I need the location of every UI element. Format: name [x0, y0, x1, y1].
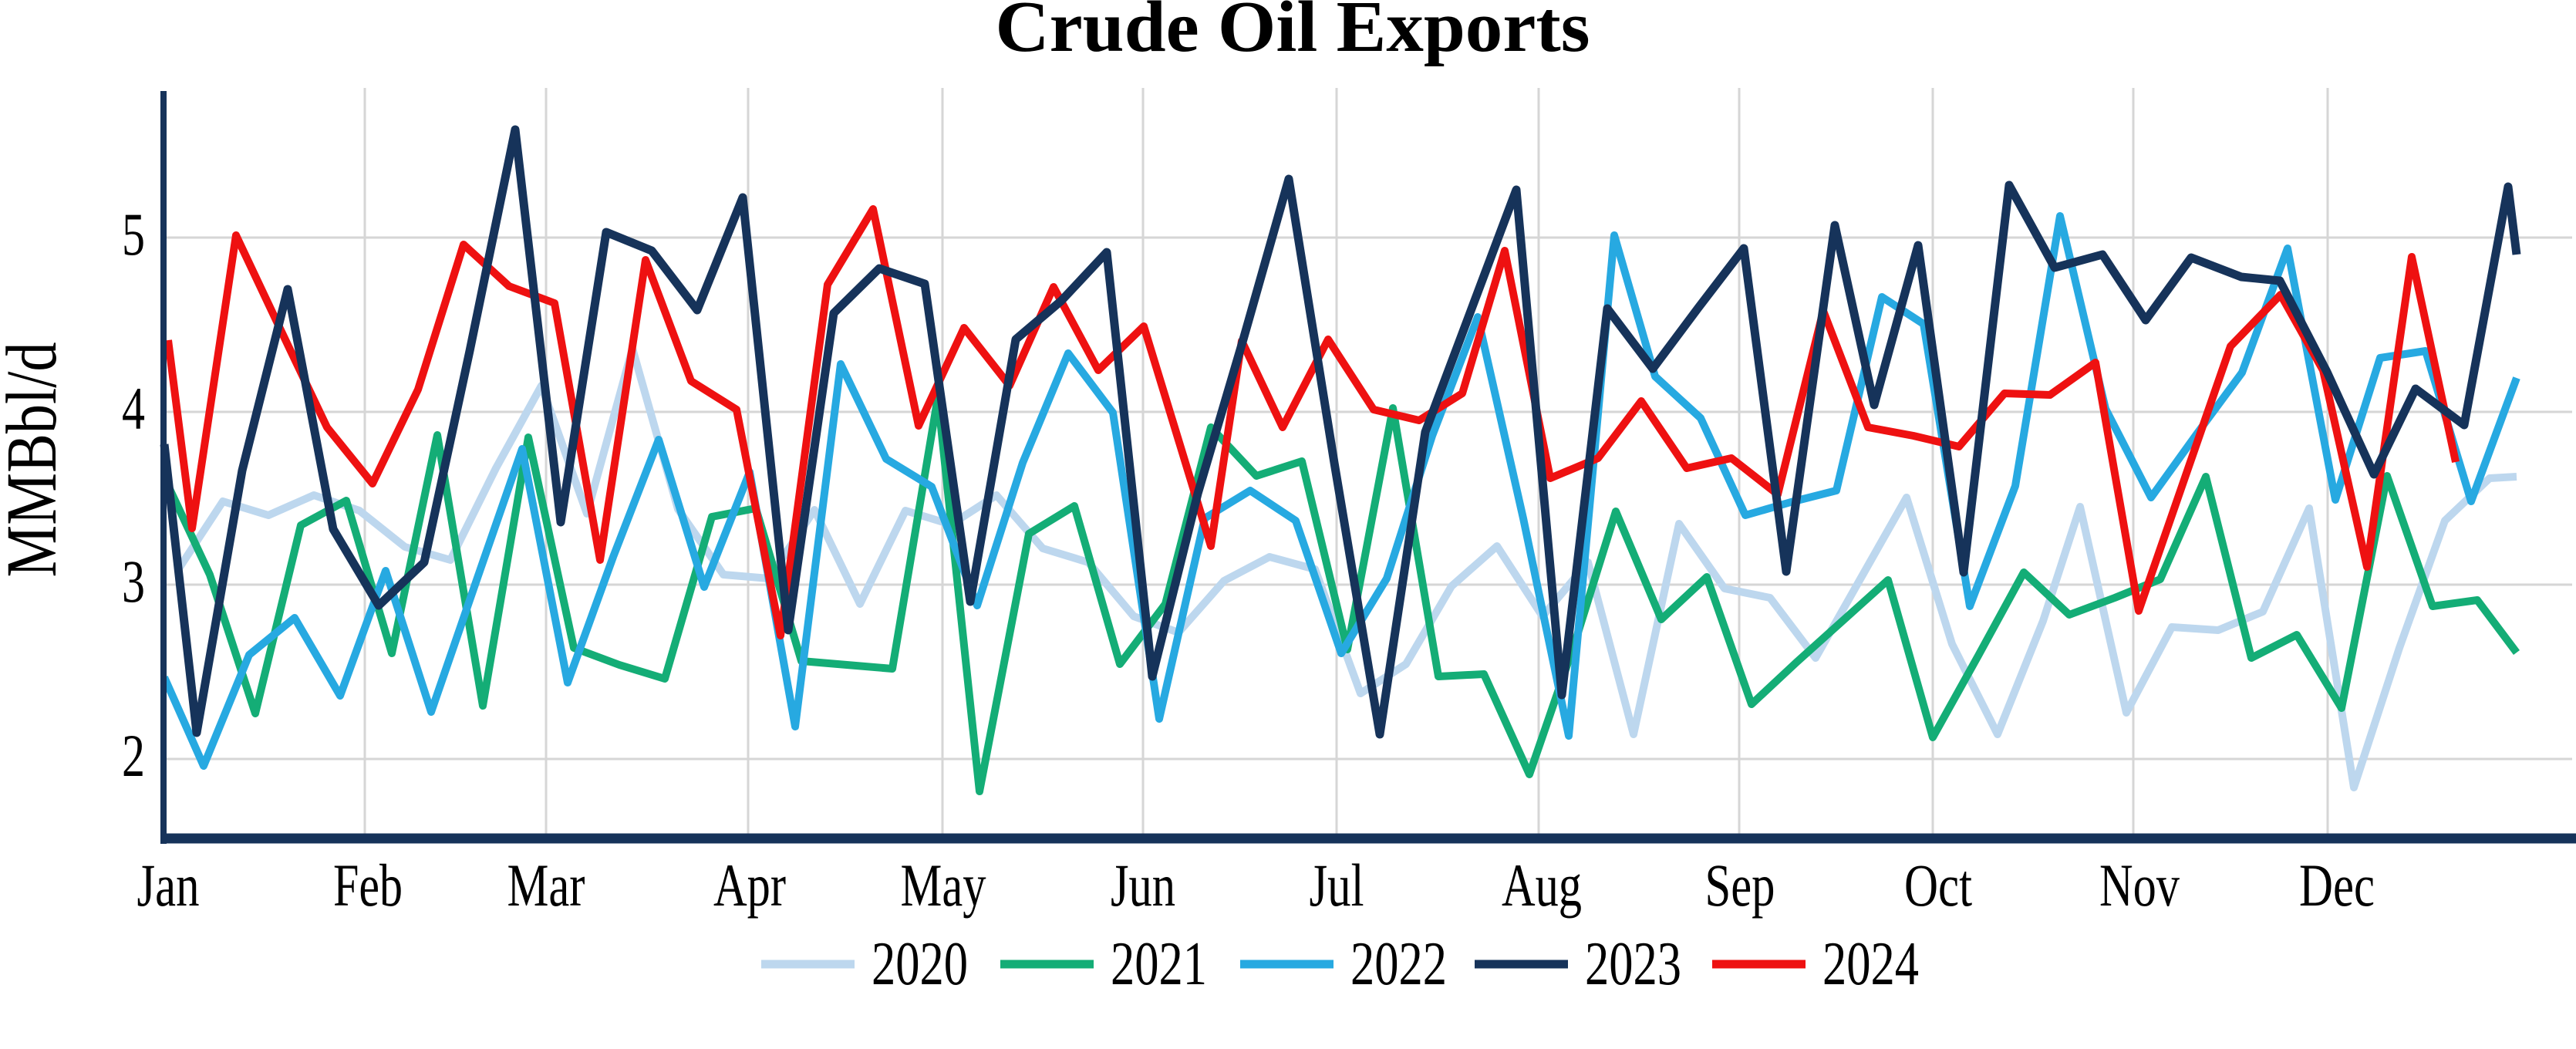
svg-text:Mar: Mar	[507, 852, 585, 919]
svg-text:2024: 2024	[1822, 930, 1919, 998]
svg-text:Jul: Jul	[1310, 852, 1364, 919]
svg-text:Nov: Nov	[2099, 852, 2180, 919]
svg-text:May: May	[901, 852, 986, 919]
svg-text:4: 4	[122, 375, 145, 442]
svg-text:Jan: Jan	[137, 852, 200, 919]
svg-text:Feb: Feb	[333, 852, 403, 919]
svg-text:Dec: Dec	[2299, 852, 2375, 919]
svg-text:2023: 2023	[1585, 930, 1681, 998]
svg-text:Oct: Oct	[1904, 852, 1972, 919]
svg-text:5: 5	[122, 201, 145, 268]
svg-text:Sep: Sep	[1705, 852, 1775, 919]
svg-text:Jun: Jun	[1111, 852, 1175, 919]
svg-text:Aug: Aug	[1502, 852, 1582, 919]
svg-text:2022: 2022	[1350, 930, 1447, 998]
svg-text:Apr: Apr	[713, 852, 786, 919]
svg-text:3: 3	[122, 548, 145, 615]
svg-text:2020: 2020	[872, 930, 968, 998]
svg-text:Crude Oil Exports: Crude Oil Exports	[996, 0, 1590, 67]
svg-text:MMBbl/d: MMBbl/d	[0, 342, 72, 578]
svg-text:2021: 2021	[1111, 930, 1207, 998]
svg-text:2: 2	[122, 722, 145, 789]
